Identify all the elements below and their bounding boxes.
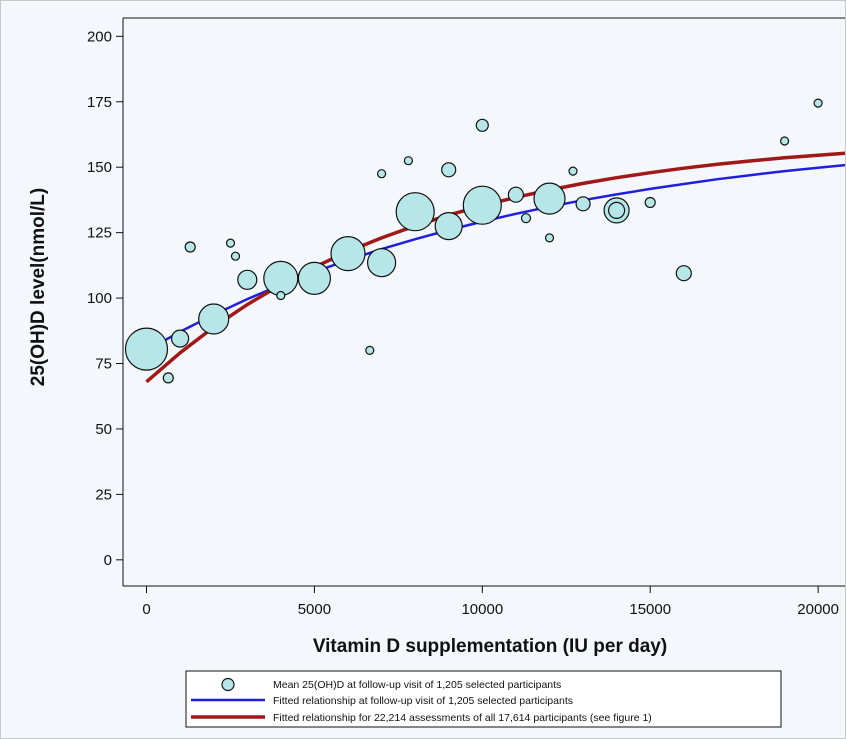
plot-area: 0 25 50 75 100 125 150 175 200 0 5000 10000 15000 20… [87,17,845,618]
y-tick-label: 50 [95,421,112,438]
y-tick-label: 200 [87,28,112,45]
x-tick-label: 15000 [629,601,671,618]
data-point [365,345,375,355]
data-point [377,169,387,179]
y-axis-ticks: 0 25 50 75 100 125 150 175 200 [87,28,123,569]
fitted-line-selected-participants [145,163,845,352]
data-point [779,136,790,146]
fitted-line-all-participants [145,151,845,384]
data-point [644,196,656,209]
data-point [403,156,413,166]
data-point [533,182,566,215]
y-axis-title: 25(OH)D level(nmol/L) [28,188,49,386]
y-tick-label: 125 [87,225,112,242]
fitted-lines [145,151,845,384]
y-tick-label: 25 [95,486,112,503]
legend-label-red-line: Fitted relationship for 22,214 assessmen… [273,712,652,724]
data-point [607,201,626,219]
data-point [507,186,525,203]
data-point [171,329,190,348]
data-point [568,166,578,176]
data-point [367,248,397,278]
x-axis-title: Vitamin D supplementation (IU per day) [313,636,667,657]
data-point [575,196,591,212]
legend-label-blue-line: Fitted relationship at follow-up visit o… [273,695,573,707]
data-point [225,238,236,248]
data-point [162,372,174,384]
data-point [124,327,169,371]
data-point [330,236,366,272]
data-point [230,251,241,261]
data-point [544,233,555,243]
data-point [675,265,692,282]
x-tick-label: 10000 [461,601,503,618]
y-tick-label: 100 [87,290,112,307]
legend: Mean 25(OH)D at follow-up visit of 1,205… [185,670,782,728]
data-point [441,162,457,178]
x-tick-label: 5000 [298,601,331,618]
data-point [237,269,258,290]
data-point [297,261,331,295]
data-point [520,213,532,224]
y-tick-label: 75 [95,356,112,373]
data-point [395,192,435,232]
data-point [434,212,463,241]
legend-marker-bubble [221,677,235,692]
y-tick-label: 0 [104,552,112,569]
data-point [462,185,502,225]
y-tick-label: 175 [87,94,112,111]
legend-label-bubble: Mean 25(OH)D at follow-up visit of 1,205… [273,679,561,691]
data-point [475,118,489,132]
legend-box [185,670,782,728]
data-point [276,290,286,301]
x-tick-label: 0 [142,601,150,618]
y-tick-label: 150 [87,159,112,176]
data-point [198,303,230,335]
x-axis-ticks: 0 5000 10000 15000 20000 [142,586,839,618]
data-point [813,98,823,108]
data-point [184,241,196,253]
data-point [263,260,299,296]
x-tick-label: 20000 [797,601,839,618]
data-points [124,98,823,384]
